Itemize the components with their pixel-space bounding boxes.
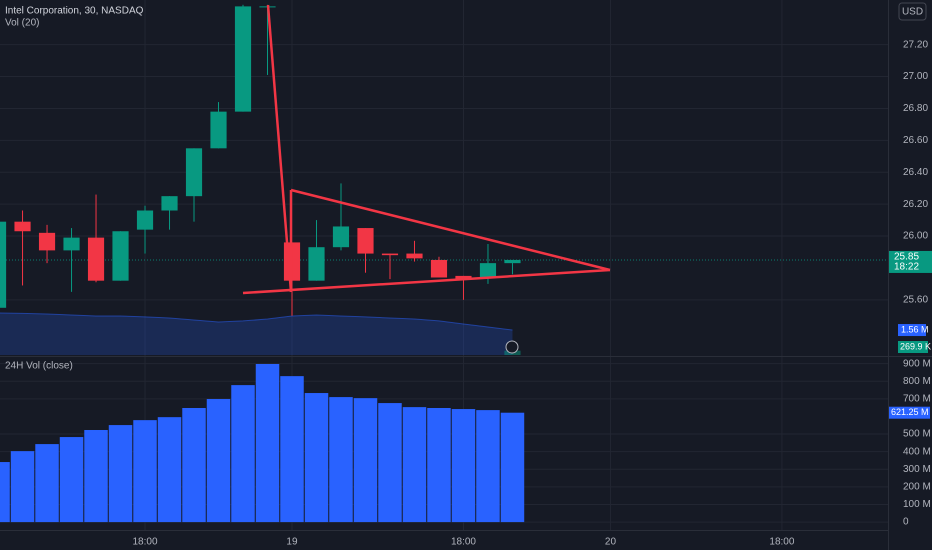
candle-body — [504, 259, 521, 264]
indicator-name: Vol (20) — [5, 18, 39, 29]
candle-body — [210, 111, 227, 149]
y-tick-label: 26.60 — [903, 135, 928, 146]
y-tick-label: 100 M — [903, 499, 931, 510]
bar — [84, 430, 108, 523]
y-tick-label: 26.00 — [903, 231, 928, 242]
volume-label: 269.9 K — [900, 341, 931, 351]
candle-body — [14, 221, 31, 232]
bar — [108, 425, 133, 523]
candle-body — [161, 196, 178, 211]
candle-body — [136, 210, 154, 230]
candle-body — [112, 231, 129, 281]
bar — [353, 398, 378, 523]
bar — [304, 393, 329, 523]
candle-body — [406, 253, 423, 259]
bar — [206, 399, 231, 523]
volume-ma-label-box — [898, 324, 926, 337]
x-tick-label: 18:00 — [451, 537, 476, 548]
marks — [0, 4, 888, 523]
value-label-box — [889, 406, 930, 419]
y-tick-label: 900 M — [903, 358, 931, 369]
candle-body — [479, 263, 497, 278]
y-tick-label: 300 M — [903, 464, 931, 475]
candle-body — [87, 237, 105, 281]
y-tick-label: 400 M — [903, 446, 931, 457]
y-tick-label: 700 M — [903, 393, 931, 404]
y-tick-label: 27.00 — [903, 71, 928, 82]
bar — [10, 451, 35, 523]
bar — [500, 412, 525, 523]
candle-body — [0, 221, 7, 308]
candle-body — [185, 148, 203, 197]
bar — [231, 385, 255, 523]
price-label: 25.85 — [894, 252, 919, 263]
bar — [182, 407, 206, 523]
countdown-label: 18:22 — [894, 262, 919, 273]
candle-body — [357, 228, 374, 254]
candle-body — [381, 253, 399, 256]
bar — [35, 444, 59, 523]
price-label-box — [889, 250, 932, 273]
volume-ma-label: 1.56 M — [901, 324, 929, 334]
trend-line — [290, 188, 611, 272]
bar — [255, 363, 280, 523]
y-tick-label: 25.60 — [903, 294, 928, 305]
x-tick-label: 19 — [286, 537, 298, 548]
y-tick-label: 26.40 — [903, 167, 928, 178]
y-tick-label: 27.20 — [903, 39, 928, 50]
value-label: 621.25 M — [891, 407, 929, 417]
x-tick-label: 20 — [605, 537, 617, 548]
drawings — [242, 4, 611, 295]
y-tick-label: 26.80 — [903, 103, 928, 114]
trend-line — [266, 4, 293, 293]
volume-label-box — [898, 341, 928, 353]
labels: 18:00 19 18:00 20 18:00 25.60 26.00 26.20 26.40 2… — [133, 39, 932, 548]
y-tick-label: 0 — [903, 517, 909, 528]
volume-ma-area — [0, 312, 513, 355]
bar — [402, 407, 427, 523]
candle-body — [430, 259, 448, 278]
chart-title: Intel Corporation, 30, NASDAQ — [5, 6, 144, 17]
y-tick-label: 26.20 — [903, 199, 928, 210]
candle-body — [455, 275, 472, 280]
bar — [280, 376, 304, 523]
candle-body — [332, 226, 350, 248]
volume-ma-line — [0, 312, 513, 331]
bar — [0, 462, 10, 523]
bar — [476, 410, 500, 523]
event-icon[interactable] — [505, 340, 519, 354]
bar — [133, 420, 157, 523]
candle-body — [308, 247, 325, 281]
y-tick-label: 500 M — [903, 429, 931, 440]
currency-button[interactable] — [898, 2, 927, 21]
y-tick-label: 200 M — [903, 482, 931, 493]
currency[interactable]: USD — [902, 7, 923, 18]
bar — [329, 397, 353, 523]
candle-body — [234, 6, 252, 112]
x-tick-label: 18:00 — [769, 537, 794, 548]
candle-body — [63, 237, 80, 251]
bar — [378, 403, 402, 523]
trend-line — [242, 268, 611, 295]
candle-body — [38, 232, 56, 251]
bar — [451, 409, 476, 523]
bar — [157, 417, 182, 523]
x-tick-label: 18:00 — [133, 537, 158, 548]
bar — [59, 437, 84, 523]
indicator-name: 24H Vol (close) — [5, 361, 73, 372]
bar — [427, 407, 451, 523]
y-tick-label: 800 M — [903, 376, 931, 387]
